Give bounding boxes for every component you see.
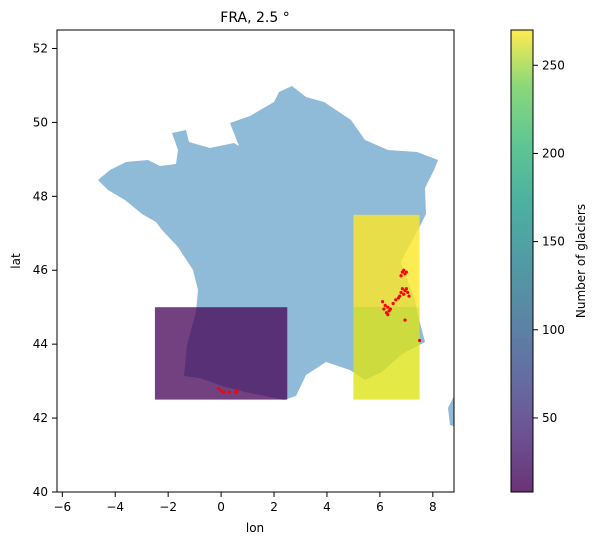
chart-title: FRA, 2.5 ° xyxy=(220,10,289,26)
y-tick-label: 52 xyxy=(33,41,48,55)
plot-frame xyxy=(56,29,455,493)
colorbar-tick-label: 100 xyxy=(542,323,565,337)
y-tick-label: 46 xyxy=(33,263,48,277)
glacier-point xyxy=(406,290,410,295)
colorbar-tick-label: 250 xyxy=(542,58,565,72)
colorbar-tick-label: 150 xyxy=(542,235,565,249)
grid-cell-south-alps xyxy=(353,307,420,400)
glacier-point xyxy=(402,292,406,296)
corsica-landmass xyxy=(448,396,454,427)
x-tick-label: 4 xyxy=(323,500,331,514)
glacier-point xyxy=(394,298,398,302)
glacier-point xyxy=(391,301,395,306)
x-tick-label: 8 xyxy=(429,500,437,514)
glacier-point xyxy=(386,305,390,309)
glacier-point xyxy=(417,338,422,343)
y-tick-label: 42 xyxy=(33,411,48,425)
colorbar-ticks: 50 100 150 200 250 xyxy=(533,58,565,425)
x-tick-label: 2 xyxy=(270,500,278,514)
colorbar-label: Number of glaciers xyxy=(574,204,588,318)
y-axis-label: lat xyxy=(9,253,23,269)
glacier-point xyxy=(399,274,403,278)
glacier-point xyxy=(386,312,390,317)
glacier-point xyxy=(404,287,408,291)
grid-cell-north-alps xyxy=(353,214,420,308)
glacier-point xyxy=(399,290,403,295)
y-tick-label: 44 xyxy=(33,337,48,351)
glacier-point xyxy=(403,272,407,276)
france-landmass xyxy=(98,86,438,400)
y-axis: 40 42 44 46 48 50 52 xyxy=(33,41,57,499)
glacier-point xyxy=(382,307,386,311)
glacier-point xyxy=(222,390,226,394)
glacier-point xyxy=(407,294,411,298)
x-tick-label: 0 xyxy=(217,500,225,514)
glacier-points xyxy=(216,268,422,394)
glacier-point xyxy=(388,307,393,311)
colorbar xyxy=(510,29,534,493)
x-tick-label: −6 xyxy=(53,500,71,514)
glacier-point xyxy=(403,318,407,322)
colorbar-tick-label: 50 xyxy=(542,411,557,425)
glacier-point xyxy=(400,287,404,291)
glacier-point xyxy=(235,388,239,392)
glacier-point xyxy=(380,300,385,304)
x-axis: −6 −4 −2 0 2 4 6 8 xyxy=(53,492,437,514)
colorbar-tick-label: 200 xyxy=(542,146,565,160)
y-tick-label: 50 xyxy=(33,115,48,129)
glacier-point xyxy=(396,296,401,300)
map-layer xyxy=(98,86,454,427)
glacier-point xyxy=(383,303,387,307)
y-tick-label: 40 xyxy=(33,485,48,499)
glacier-point xyxy=(219,388,223,392)
x-axis-label: lon xyxy=(246,521,264,535)
y-tick-label: 48 xyxy=(33,189,48,203)
x-tick-label: −2 xyxy=(159,500,177,514)
x-tick-label: 6 xyxy=(376,500,384,514)
glacier-point xyxy=(227,390,231,394)
grid-cell-pyrenees xyxy=(154,307,288,400)
x-tick-label: −4 xyxy=(106,500,124,514)
glacier-point xyxy=(400,270,404,274)
glacier-point xyxy=(216,386,221,391)
